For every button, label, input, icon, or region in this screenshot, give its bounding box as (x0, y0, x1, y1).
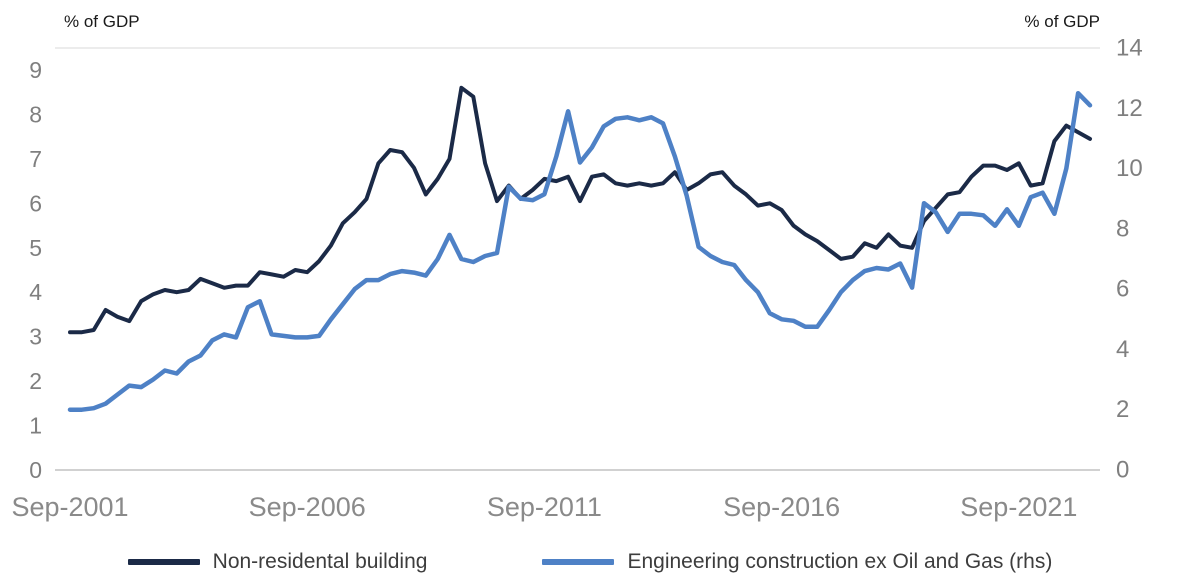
right-axis-tick-label: 14 (1116, 35, 1143, 62)
legend-label-engineering-construction: Engineering construction ex Oil and Gas … (627, 550, 1053, 573)
x-axis-tick-label: Sep-2011 (487, 492, 602, 522)
x-axis-tick-label: Sep-2021 (960, 492, 1077, 522)
left-axis-tick-label: 1 (29, 413, 42, 439)
legend-swatch-engineering-construction (542, 559, 615, 565)
legend-item-engineering-construction: Engineering construction ex Oil and Gas … (542, 550, 1052, 574)
left-axis-tick-label: 3 (29, 324, 42, 350)
right-axis-tick-label: 2 (1116, 396, 1129, 423)
x-axis-tick-label: Sep-2016 (723, 492, 840, 522)
series-line-non-residental-building (68, 85, 1092, 335)
left-axis-tick-label: 9 (29, 57, 42, 83)
left-axis-tick-label: 8 (29, 101, 42, 127)
x-axis-tick-label: Sep-2006 (249, 492, 366, 522)
left-axis-tick-label: 5 (29, 235, 42, 261)
right-axis-tick-label: 6 (1116, 276, 1129, 303)
x-axis-tick-label: Sep-2001 (11, 492, 128, 522)
left-axis-tick-label: 6 (29, 190, 42, 216)
legend-item-non-residental-building: Non-residental building (127, 550, 428, 574)
right-axis-tick-label: 0 (1116, 457, 1129, 484)
left-axis-title: % of GDP (64, 12, 140, 31)
left-axis-tick-label: 4 (29, 279, 42, 305)
right-axis-tick-label: 8 (1116, 215, 1129, 242)
legend: Non-residental building Engineering cons… (0, 550, 1180, 574)
right-axis-title: % of GDP (1024, 12, 1100, 31)
series-line-engineering-construction (67, 90, 1093, 412)
right-axis-tick-label: 12 (1116, 95, 1143, 122)
left-axis-tick-label: 0 (29, 457, 42, 483)
legend-label-non-residental-building: Non-residental building (212, 550, 428, 573)
right-axis-tick-label: 10 (1116, 155, 1143, 182)
right-axis-tick-label: 4 (1116, 336, 1129, 363)
left-axis-tick-label: 7 (29, 146, 42, 172)
legend-swatch-non-residental-building (127, 559, 200, 565)
left-axis-tick-label: 2 (29, 368, 42, 394)
